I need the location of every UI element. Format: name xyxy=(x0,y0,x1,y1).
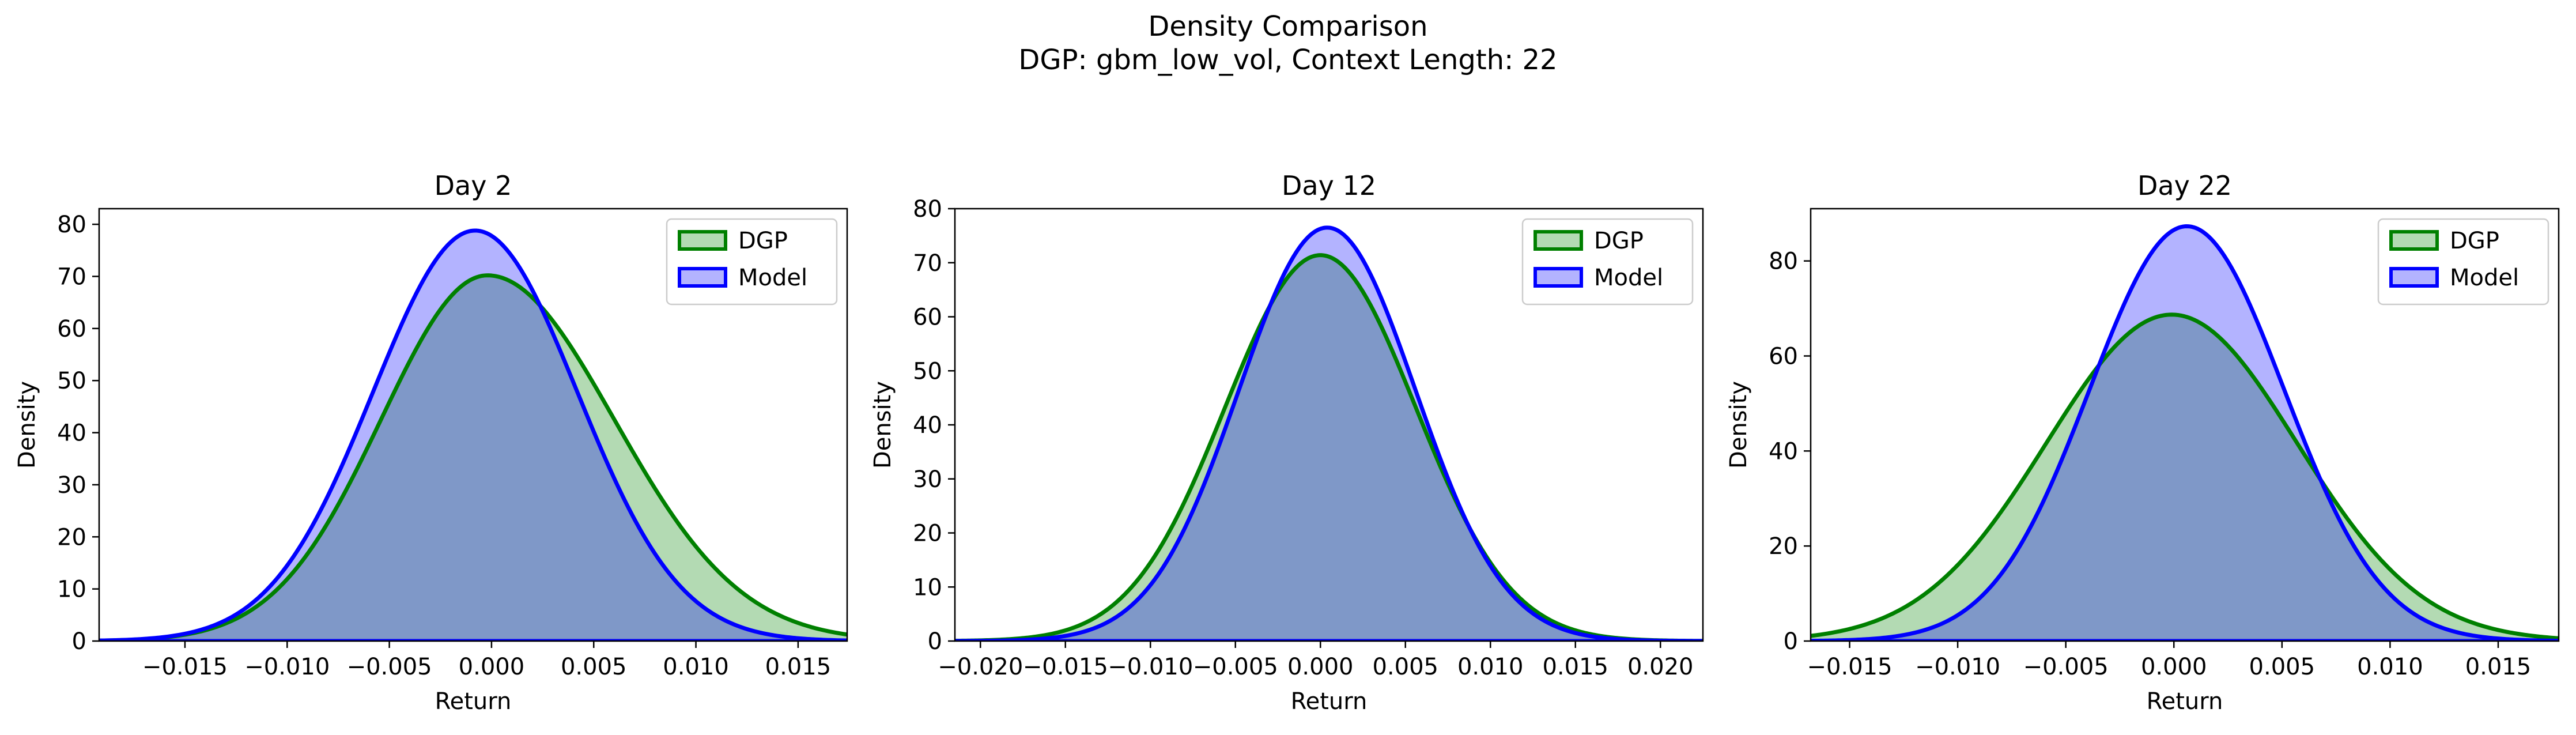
legend-label-dgp: DGP xyxy=(2450,228,2499,254)
y-tick-label: 20 xyxy=(913,521,942,547)
y-tick-label: 80 xyxy=(1769,248,1798,275)
legend-label-model: Model xyxy=(738,265,807,291)
y-tick-label: 70 xyxy=(57,263,86,290)
legend: DGP Model xyxy=(1521,218,1694,306)
legend: DGP Model xyxy=(2377,218,2549,306)
y-tick-label: 30 xyxy=(913,466,942,493)
chart-panel-3: −0.015 −0.010 −0.005 0.000 0.005 0.010 0.015 0 2… xyxy=(1725,170,2560,715)
legend-swatch-model xyxy=(678,267,727,288)
x-axis-label: Return xyxy=(435,688,512,715)
y-axis-label: Density xyxy=(1725,381,1752,469)
y-tick-label: 50 xyxy=(57,368,86,394)
density-line-dgp xyxy=(1811,312,2559,640)
y-tick-label: 10 xyxy=(57,576,86,603)
y-tick-label: 10 xyxy=(913,574,942,601)
y-tick-label: 60 xyxy=(57,316,86,342)
x-tick-label: 0.020 xyxy=(1627,654,1694,680)
y-tick-label: 60 xyxy=(913,304,942,331)
density-overlap xyxy=(1811,314,2559,641)
y-axis-label: Density xyxy=(870,381,896,469)
x-tick-label: 0.010 xyxy=(1457,654,1524,680)
x-tick-label: 0.000 xyxy=(2141,654,2207,680)
density-line-model xyxy=(99,228,847,641)
y-tick-label: 60 xyxy=(1769,343,1798,370)
density-line-model xyxy=(1811,224,2559,641)
plot-area xyxy=(99,228,847,641)
legend-label-dgp: DGP xyxy=(1594,228,1644,254)
x-tick-label: 0.000 xyxy=(459,654,525,680)
y-tick-label: 70 xyxy=(913,250,942,277)
y-tick-label: 40 xyxy=(57,420,86,447)
plot-area xyxy=(1811,224,2559,641)
y-tick-label: 40 xyxy=(1769,438,1798,465)
y-tick-label: 20 xyxy=(57,524,86,551)
x-tick-label: 0.015 xyxy=(1542,654,1608,680)
panel-title: Day 2 xyxy=(435,170,512,201)
y-tick-label: 0 xyxy=(72,628,86,655)
y-axis-label: Density xyxy=(14,381,40,469)
y-tick-label: 80 xyxy=(57,212,86,238)
density-line-dgp xyxy=(955,253,1703,641)
x-tick-label: −0.010 xyxy=(1108,654,1193,680)
density-overlap xyxy=(99,275,847,641)
figure-subtitle: DGP: gbm_low_vol, Context Length: 22 xyxy=(1018,44,1557,76)
y-tick-label: 20 xyxy=(1769,533,1798,560)
legend-swatch-dgp xyxy=(1533,230,1583,251)
x-tick-label: 0.005 xyxy=(561,654,627,680)
y-tick-label: 0 xyxy=(928,628,942,655)
x-tick-label: −0.005 xyxy=(2023,654,2109,680)
x-tick-label: 0.015 xyxy=(765,654,832,680)
legend-label-model: Model xyxy=(2450,265,2519,291)
x-tick-label: 0.015 xyxy=(2465,654,2532,680)
chart-panel-1: −0.015 −0.010 −0.005 0.000 0.005 0.010 0.015 0 1… xyxy=(14,170,848,715)
x-tick-label: −0.015 xyxy=(142,654,228,680)
plot-area xyxy=(955,225,1703,641)
x-tick-label: 0.000 xyxy=(1287,654,1354,680)
x-tick-label: 0.005 xyxy=(2249,654,2316,680)
legend-swatch-dgp xyxy=(678,230,727,251)
panel-title: Day 12 xyxy=(1282,170,1376,201)
x-tick-label: 0.010 xyxy=(663,654,729,680)
density-line-dgp xyxy=(99,273,847,641)
y-tick-label: 80 xyxy=(913,196,942,223)
legend-swatch-model xyxy=(1533,267,1583,288)
x-tick-label: 0.010 xyxy=(2357,654,2423,680)
legend: DGP Model xyxy=(666,218,838,306)
density-line-model xyxy=(955,225,1703,641)
y-tick-label: 40 xyxy=(913,412,942,439)
x-axis-label: Return xyxy=(2147,688,2223,715)
x-tick-label: 0.005 xyxy=(1372,654,1438,680)
density-overlap xyxy=(955,255,1703,641)
panel-title: Day 22 xyxy=(2137,170,2232,201)
x-tick-label: −0.015 xyxy=(1807,654,1893,680)
x-axis-label: Return xyxy=(1291,688,1368,715)
x-tick-label: −0.010 xyxy=(244,654,330,680)
figure-title: Density Comparison xyxy=(1148,10,1427,43)
legend-label-dgp: DGP xyxy=(738,228,788,254)
y-tick-label: 0 xyxy=(1784,628,1798,655)
x-tick-label: −0.005 xyxy=(1193,654,1278,680)
axes-frame xyxy=(98,208,848,642)
x-tick-label: −0.005 xyxy=(347,654,432,680)
legend-swatch-dgp xyxy=(2389,230,2439,251)
x-tick-label: −0.015 xyxy=(1023,654,1108,680)
legend-swatch-model xyxy=(2389,267,2439,288)
chart-panel-2: −0.020 −0.015 −0.010 −0.005 0.000 0.005 0.010 0… xyxy=(870,170,1704,715)
legend-label-model: Model xyxy=(1594,265,1663,291)
y-tick-label: 50 xyxy=(913,358,942,385)
axes-frame xyxy=(1810,208,2560,642)
y-tick-label: 30 xyxy=(57,472,86,499)
x-tick-label: −0.010 xyxy=(1915,654,2000,680)
x-tick-label: −0.020 xyxy=(938,654,1023,680)
